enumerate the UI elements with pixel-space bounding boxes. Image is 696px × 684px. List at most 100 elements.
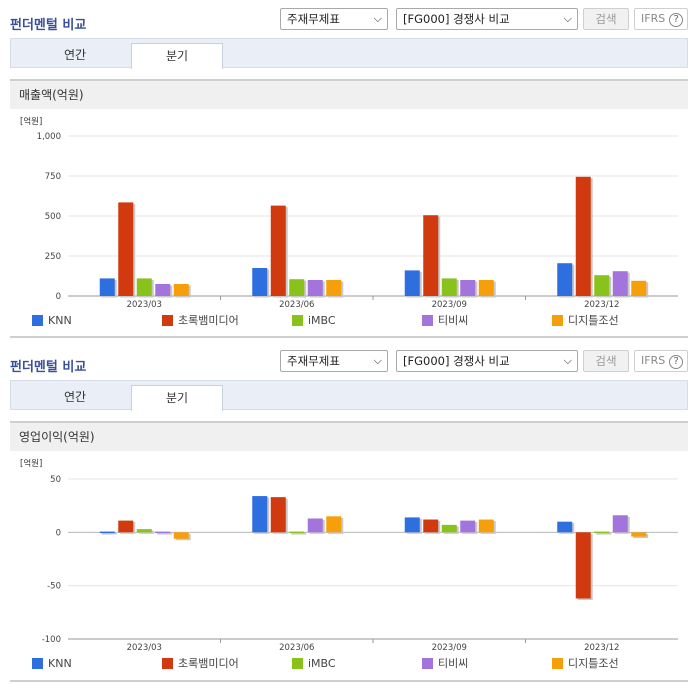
ifrs-button[interactable]: IFRS? bbox=[634, 8, 688, 30]
legend-swatch bbox=[32, 658, 43, 669]
statement-select-value: 주재무제표 bbox=[287, 354, 340, 368]
bar-shadow bbox=[596, 533, 612, 535]
bar-shadow bbox=[291, 533, 307, 535]
bar bbox=[478, 519, 494, 533]
bar bbox=[173, 284, 189, 296]
bar bbox=[155, 284, 171, 296]
statement-select-value: 주재무제표 bbox=[287, 12, 340, 26]
bar bbox=[289, 279, 305, 296]
legend-swatch bbox=[422, 658, 433, 669]
y-tick-label: 0 bbox=[56, 528, 61, 538]
legend-label: 디지틀조선 bbox=[568, 657, 619, 670]
bar bbox=[631, 532, 647, 537]
y-tick-label: 0 bbox=[56, 292, 61, 302]
bar bbox=[155, 531, 171, 534]
y-tick-label: 50 bbox=[50, 475, 61, 485]
x-tick-label: 2023/03 bbox=[127, 300, 162, 310]
bar bbox=[594, 531, 610, 534]
panel-sales: 펀더멘털 비교 주재무제표 ⌵ [FG000] 경쟁사 비교 ⌵ 검색 IFRS… bbox=[0, 0, 696, 340]
bar bbox=[404, 517, 420, 533]
bar bbox=[136, 529, 152, 533]
x-tick-label: 2023/06 bbox=[279, 643, 314, 653]
statement-select[interactable]: 주재무제표 ⌵ bbox=[280, 350, 388, 372]
y-tick-label: -50 bbox=[47, 582, 61, 592]
period-tabs: 연간 분기 bbox=[10, 38, 688, 69]
bar bbox=[173, 532, 189, 539]
tab-annual[interactable]: 연간 bbox=[63, 48, 87, 62]
legend-swatch bbox=[162, 315, 173, 326]
legend-label: 티비씨 bbox=[438, 657, 468, 670]
y-tick-label: -100 bbox=[42, 635, 61, 645]
tab-annual[interactable]: 연간 bbox=[63, 390, 87, 404]
search-button[interactable]: 검색 bbox=[583, 350, 629, 372]
legend-swatch bbox=[552, 315, 563, 326]
legend-label: KNN bbox=[48, 314, 72, 327]
bar-shadow bbox=[157, 533, 173, 535]
legend-label: 디지틀조선 bbox=[568, 314, 619, 327]
bar bbox=[557, 521, 573, 533]
tab-quarterly[interactable]: 분기 bbox=[131, 43, 223, 69]
chart-box: 영업이익(억원) [억원] -100 -50 0 50 2023/03 2023/06 202… bbox=[10, 421, 688, 682]
legend-swatch bbox=[292, 658, 303, 669]
chevron-down-icon: ⌵ bbox=[563, 12, 572, 25]
chart-title: 영업이익(억원) bbox=[10, 423, 688, 451]
operating-profit-chart: [억원] -100 -50 0 50 2023/03 2023/06 2023/09 2023/… bbox=[20, 458, 678, 670]
compare-select[interactable]: [FG000] 경쟁사 비교 ⌵ bbox=[396, 350, 578, 372]
legend-label: iMBC bbox=[308, 314, 336, 327]
x-tick-label: 2023/03 bbox=[127, 643, 162, 653]
y-tick-label: 250 bbox=[45, 252, 61, 262]
chart-box: 매출액(억원) [억원] 0 250 500 750 1,000 2023/03 2023/0… bbox=[10, 79, 688, 338]
statement-select[interactable]: 주재무제표 ⌵ bbox=[280, 8, 388, 30]
bar bbox=[99, 531, 115, 534]
bar bbox=[460, 280, 476, 296]
bar bbox=[307, 280, 323, 296]
bar bbox=[270, 205, 286, 296]
ifrs-label: IFRS bbox=[641, 12, 666, 25]
bar bbox=[326, 280, 342, 296]
page-title: 펀더멘털 비교 bbox=[10, 360, 87, 375]
bar bbox=[99, 278, 115, 296]
panel-operating-profit: 펀더멘털 비교 주재무제표 ⌵ [FG000] 경쟁사 비교 ⌵ 검색 IFRS… bbox=[0, 342, 696, 684]
legend-swatch bbox=[162, 658, 173, 669]
sales-chart: [억원] 0 250 500 750 1,000 2023/03 2023/06 2023/09… bbox=[20, 116, 678, 327]
bar bbox=[557, 263, 573, 296]
compare-select[interactable]: [FG000] 경쟁사 비교 ⌵ bbox=[396, 8, 578, 30]
bar bbox=[441, 278, 457, 296]
y-tick-label: 500 bbox=[45, 212, 61, 222]
bar bbox=[460, 520, 476, 533]
search-button[interactable]: 검색 bbox=[583, 8, 629, 30]
bar bbox=[118, 520, 134, 533]
help-icon: ? bbox=[669, 13, 684, 27]
x-tick-label: 2023/09 bbox=[432, 643, 467, 653]
bar bbox=[252, 496, 268, 533]
chart-title: 매출액(억원) bbox=[10, 81, 688, 109]
legend-label: 초록뱀미디어 bbox=[178, 657, 239, 670]
chevron-down-icon: ⌵ bbox=[373, 354, 382, 367]
y-tick-label: 1,000 bbox=[37, 132, 61, 142]
x-tick-label: 2023/09 bbox=[432, 300, 467, 310]
bar bbox=[252, 268, 268, 296]
unit-label: [억원] bbox=[20, 458, 42, 469]
bar bbox=[270, 497, 286, 533]
bar bbox=[612, 515, 628, 533]
bar bbox=[575, 176, 591, 296]
period-tabs: 연간 분기 bbox=[10, 380, 688, 411]
bar bbox=[594, 275, 610, 296]
bar bbox=[441, 524, 457, 533]
legend-label: KNN bbox=[48, 657, 72, 670]
bar bbox=[136, 278, 152, 296]
compare-select-value: [FG000] 경쟁사 비교 bbox=[403, 12, 510, 26]
bar bbox=[326, 516, 342, 533]
tab-quarterly[interactable]: 분기 bbox=[131, 385, 223, 411]
legend-swatch bbox=[552, 658, 563, 669]
ifrs-button[interactable]: IFRS? bbox=[634, 350, 688, 372]
legend-label: 초록뱀미디어 bbox=[178, 314, 239, 327]
bar bbox=[307, 518, 323, 533]
bar-shadow bbox=[101, 533, 117, 535]
bar bbox=[478, 280, 494, 296]
page-title: 펀더멘털 비교 bbox=[10, 18, 87, 33]
bar bbox=[118, 202, 134, 296]
x-tick-label: 2023/06 bbox=[279, 300, 314, 310]
y-tick-label: 750 bbox=[45, 172, 61, 182]
unit-label: [억원] bbox=[20, 116, 42, 127]
